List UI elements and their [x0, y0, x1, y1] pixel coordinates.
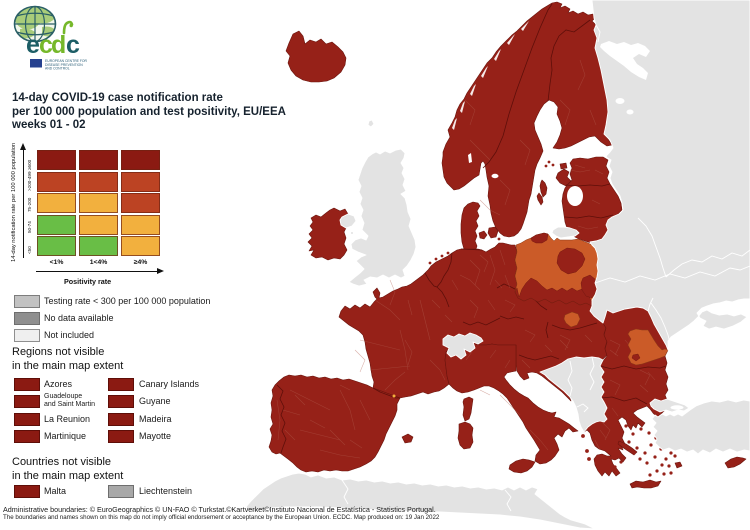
- svg-text:e: e: [26, 31, 40, 59]
- svg-text:EUROPEAN CENTRE FOR: EUROPEAN CENTRE FOR: [45, 59, 88, 63]
- svg-text:c: c: [39, 31, 53, 59]
- svg-text:DISEASE PREVENTION: DISEASE PREVENTION: [45, 63, 83, 67]
- svg-text:AND CONTROL: AND CONTROL: [45, 67, 70, 71]
- svg-text:d: d: [51, 31, 66, 59]
- svg-text:c: c: [66, 31, 80, 59]
